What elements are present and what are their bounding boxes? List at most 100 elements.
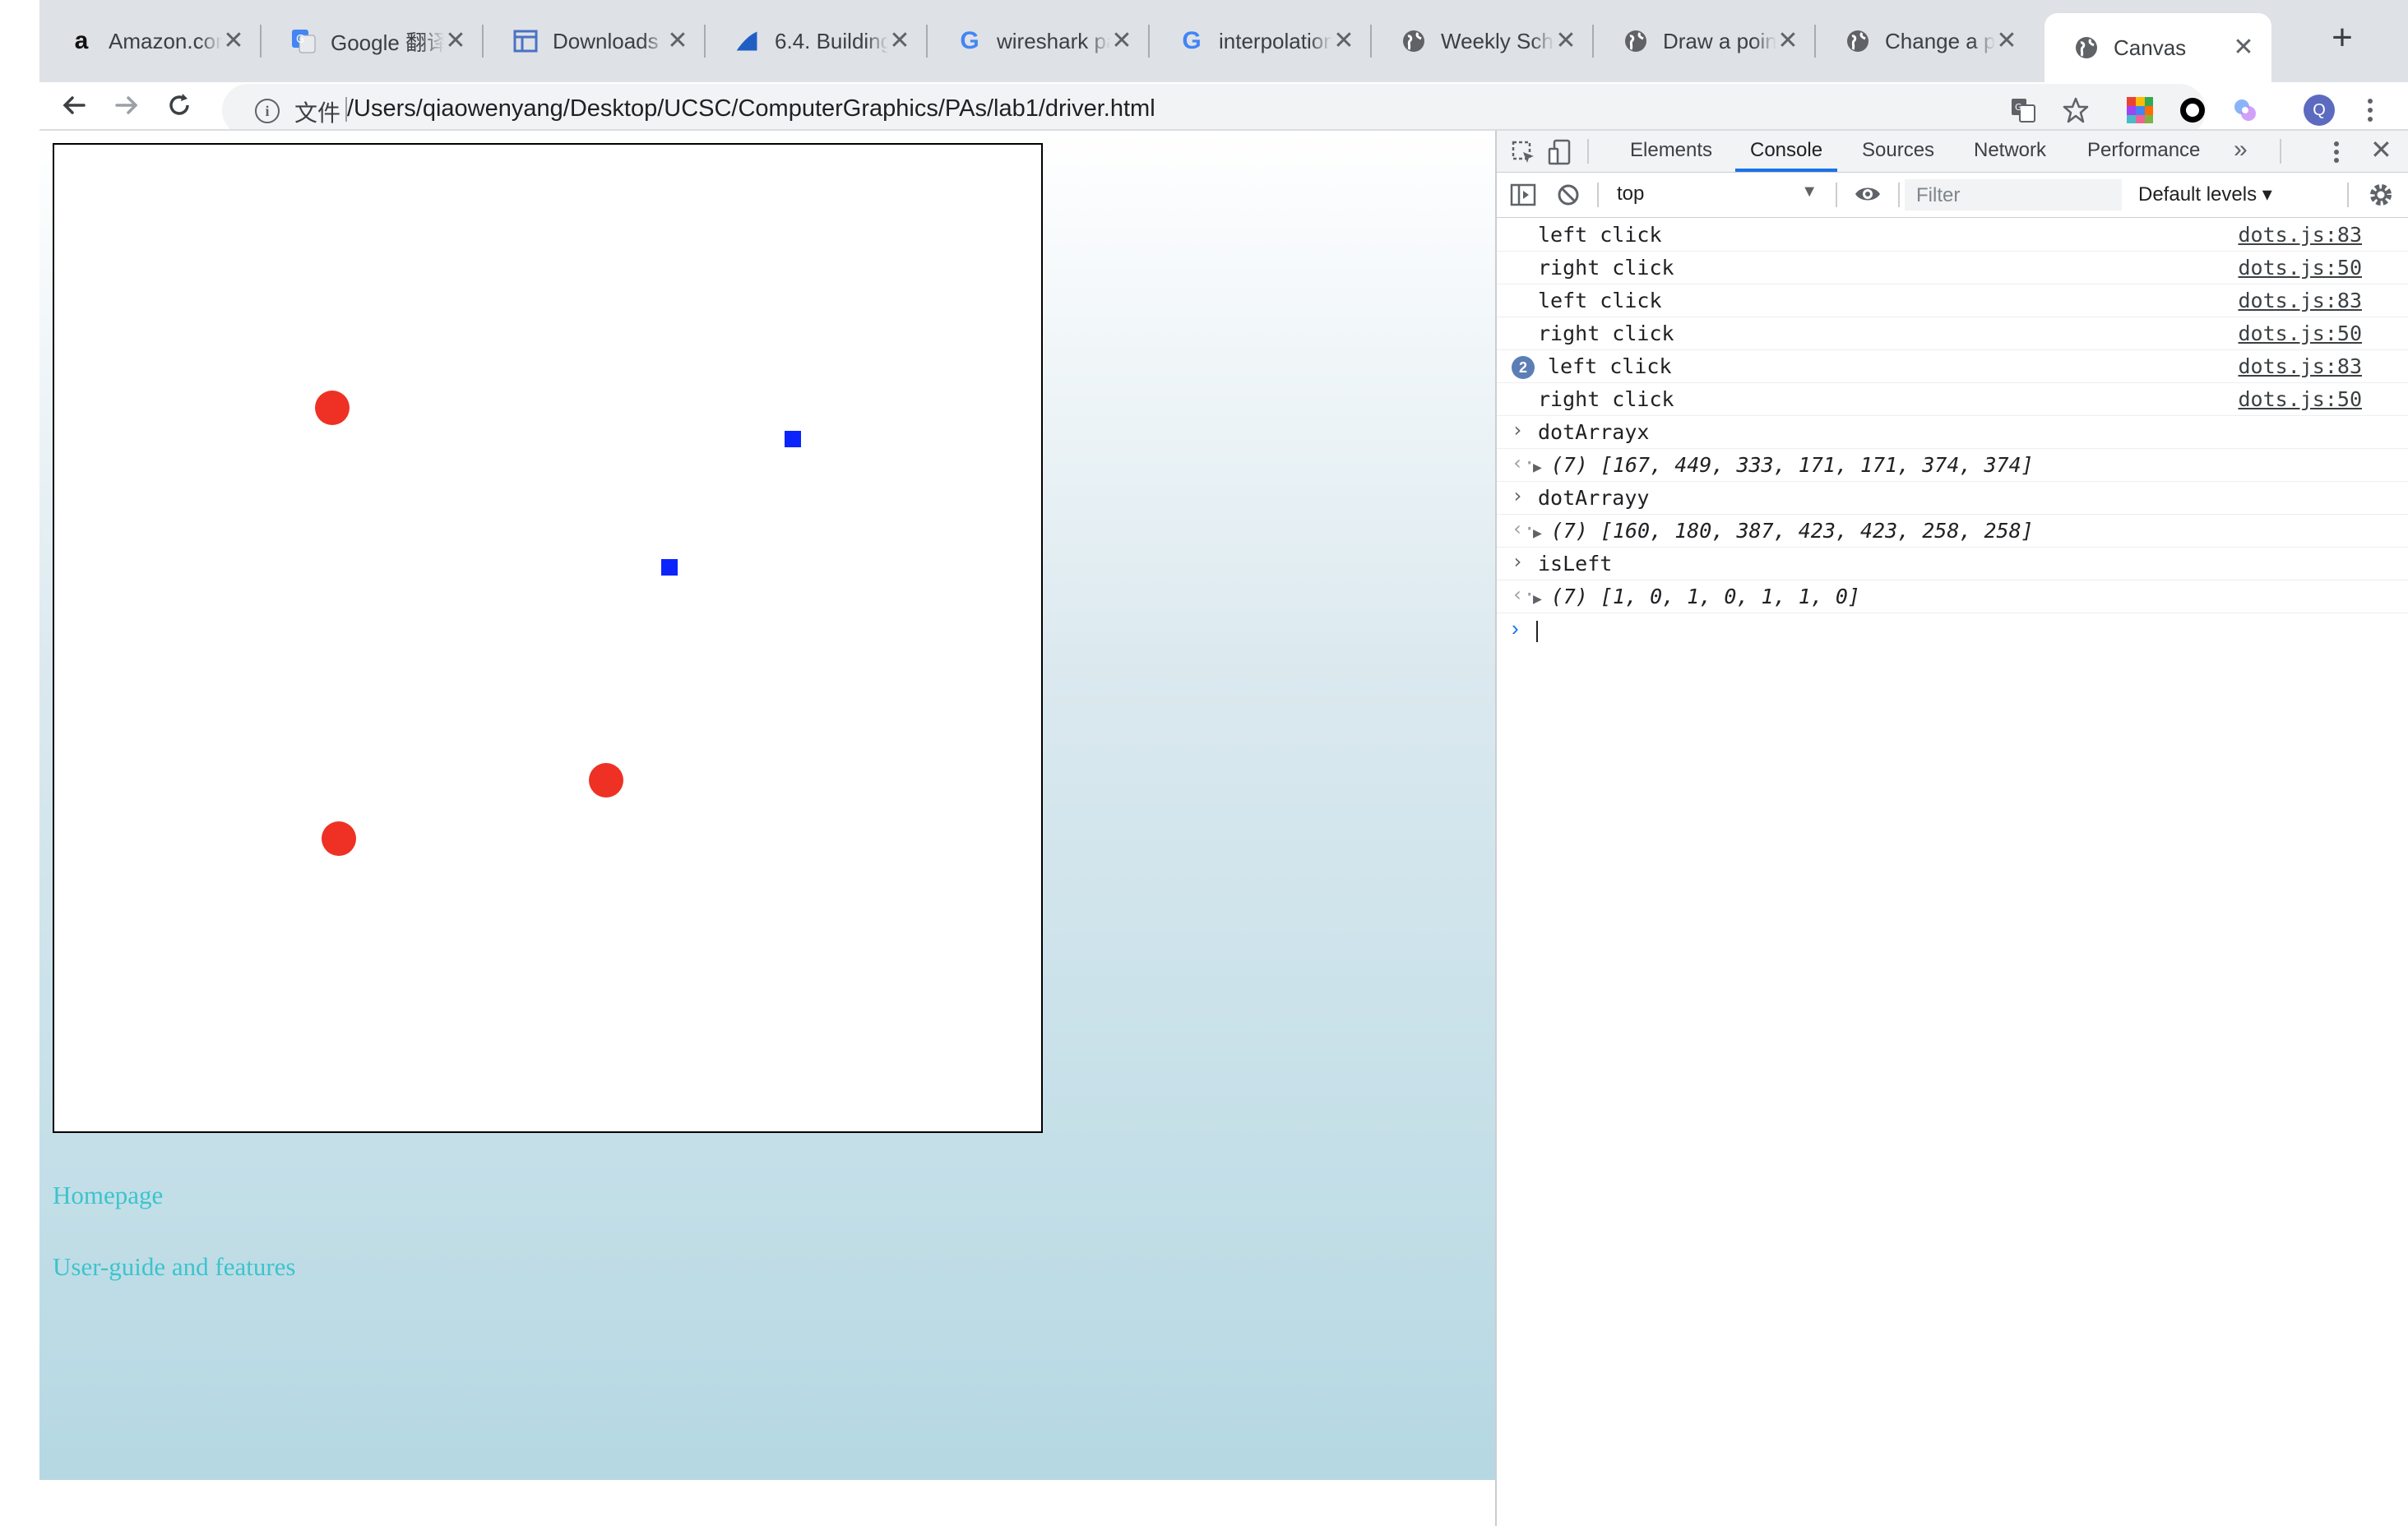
tab-elements[interactable]: Elements bbox=[1630, 139, 1713, 161]
tab-draw-a-point[interactable]: Draw a point ✕ bbox=[1594, 13, 1816, 69]
red-dot bbox=[589, 763, 623, 798]
log-source-link[interactable]: dots.js:50 bbox=[2238, 321, 2362, 345]
expand-triangle-icon[interactable]: ▶ bbox=[1533, 525, 1551, 542]
info-icon[interactable]: i bbox=[255, 99, 280, 123]
wireshark-fin-icon bbox=[735, 29, 760, 53]
close-icon[interactable]: ✕ bbox=[889, 27, 910, 54]
tab-performance[interactable]: Performance bbox=[2087, 139, 2201, 161]
tab-canvas[interactable]: Canvas ✕ bbox=[2044, 13, 2271, 82]
clear-console-icon[interactable] bbox=[1556, 183, 1581, 211]
console-result-row[interactable]: ‹· ▶ (7) [167, 449, 333, 171, 171, 374, … bbox=[1497, 448, 2408, 482]
close-icon[interactable]: ✕ bbox=[1333, 27, 1354, 54]
active-tab-indicator bbox=[1735, 169, 1837, 172]
reload-button[interactable] bbox=[163, 90, 196, 123]
result-arrow-icon: ‹· bbox=[1512, 451, 1535, 474]
close-icon[interactable]: ✕ bbox=[1111, 27, 1132, 54]
tab-title: Google 翻译 bbox=[331, 30, 444, 55]
expand-triangle-icon[interactable]: ▶ bbox=[1533, 459, 1551, 476]
close-devtools-icon[interactable]: ✕ bbox=[2370, 135, 2392, 164]
bookmark-star-icon[interactable] bbox=[2059, 94, 2092, 127]
eval-result[interactable]: ▶ (7) [167, 449, 333, 171, 171, 374, 374… bbox=[1533, 453, 2034, 477]
filter-input[interactable]: Filter bbox=[1905, 179, 2122, 210]
toolbar-border bbox=[39, 129, 2408, 131]
close-icon[interactable]: ✕ bbox=[1996, 27, 2017, 54]
new-tab-button[interactable]: + bbox=[2332, 17, 2353, 58]
sidebar-toggle-icon[interactable] bbox=[1510, 183, 1536, 211]
tab-title: Downloads - bbox=[553, 28, 666, 53]
eval-result[interactable]: ▶ (7) [160, 180, 387, 423, 423, 258, 258… bbox=[1533, 519, 2034, 543]
tab-console[interactable]: Console bbox=[1750, 139, 1823, 161]
console-settings-gear-icon[interactable] bbox=[2369, 183, 2393, 211]
translate-page-icon[interactable]: G bbox=[2007, 94, 2040, 127]
eval-result[interactable]: ▶ (7) [1, 0, 1, 0, 1, 1, 0] bbox=[1533, 585, 1860, 608]
tab-network[interactable]: Network bbox=[1974, 139, 2047, 161]
tab-wireshark-search[interactable]: G wireshark pa ✕ bbox=[928, 13, 1150, 69]
layout-icon bbox=[513, 29, 538, 53]
eval-input: dotArrayx bbox=[1538, 420, 1650, 444]
extension-ring-icon[interactable] bbox=[2176, 94, 2209, 127]
console-result-row[interactable]: ‹· ▶ (7) [160, 180, 387, 423, 423, 258, … bbox=[1497, 514, 2408, 548]
expand-triangle-icon[interactable]: ▶ bbox=[1533, 590, 1551, 608]
chevron-right-icon: › bbox=[1512, 484, 1524, 507]
forward-button[interactable] bbox=[110, 90, 143, 123]
log-source-link[interactable]: dots.js:83 bbox=[2238, 289, 2362, 312]
devtools-menu-icon[interactable] bbox=[2332, 141, 2341, 168]
tab-google-translate[interactable]: G Google 翻译 ✕ bbox=[262, 13, 484, 69]
tab-amazon[interactable]: a Amazon.com ✕ bbox=[39, 13, 262, 69]
tab-title: Canvas bbox=[2114, 35, 2187, 60]
kebab-menu-icon[interactable] bbox=[2354, 94, 2387, 127]
close-icon[interactable]: ✕ bbox=[445, 27, 466, 54]
close-icon[interactable]: ✕ bbox=[1555, 27, 1577, 54]
log-levels-dropdown[interactable]: Default levels ▾ bbox=[2138, 183, 2272, 206]
device-toolbar-icon[interactable] bbox=[1548, 139, 1572, 169]
live-expression-eye-icon[interactable] bbox=[1854, 184, 1882, 208]
tab-building[interactable]: 6.4. Building ✕ bbox=[706, 13, 928, 69]
close-icon[interactable]: ✕ bbox=[223, 27, 244, 54]
close-icon[interactable]: ✕ bbox=[667, 27, 688, 54]
tab-downloads[interactable]: Downloads - ✕ bbox=[484, 13, 706, 69]
context-selector[interactable]: top ▼ bbox=[1604, 178, 1827, 210]
red-dot bbox=[315, 391, 350, 425]
tab-separator bbox=[260, 25, 262, 58]
console-result-row[interactable]: ‹· ▶ (7) [1, 0, 1, 0, 1, 1, 0] bbox=[1497, 580, 2408, 613]
console-log-row: left click dots.js:83 bbox=[1497, 284, 2408, 317]
log-source-link[interactable]: dots.js:83 bbox=[2238, 223, 2362, 247]
tab-separator bbox=[1814, 25, 1816, 58]
drawing-canvas[interactable] bbox=[53, 143, 1043, 1133]
user-guide-link[interactable]: User-guide and features bbox=[53, 1252, 296, 1281]
globe-icon bbox=[2074, 35, 2099, 60]
extension-colorgrid-icon[interactable] bbox=[2123, 94, 2156, 127]
homepage-link[interactable]: Homepage bbox=[53, 1181, 164, 1209]
close-icon[interactable]: ✕ bbox=[2233, 34, 2254, 61]
log-source-link[interactable]: dots.js:83 bbox=[2238, 354, 2362, 378]
close-icon[interactable]: ✕ bbox=[1777, 27, 1799, 54]
eval-output: (7) [160, 180, 387, 423, 423, 258, 258] bbox=[1550, 519, 2034, 543]
back-button[interactable] bbox=[58, 90, 90, 123]
tab-sources[interactable]: Sources bbox=[1862, 139, 1935, 161]
profile-avatar[interactable]: Q bbox=[2303, 94, 2336, 127]
tab-separator bbox=[1592, 25, 1594, 58]
repeat-count-badge: 2 bbox=[1512, 356, 1535, 379]
tab-title: Amazon.com bbox=[109, 28, 222, 53]
translate-icon: G bbox=[291, 29, 316, 53]
tab-interpolation-search[interactable]: G interpolation ✕ bbox=[1150, 13, 1372, 69]
address-bar[interactable] bbox=[222, 84, 2206, 136]
result-arrow-icon: ‹· bbox=[1512, 517, 1535, 540]
inspect-element-icon[interactable] bbox=[1512, 141, 1536, 169]
tab-weekly-schedule[interactable]: Weekly Sche ✕ bbox=[1372, 13, 1594, 69]
extension-swirl-icon[interactable] bbox=[2229, 94, 2262, 127]
chevron-right-icon: › bbox=[1512, 418, 1524, 442]
eval-output: (7) [1, 0, 1, 0, 1, 1, 0] bbox=[1550, 585, 1860, 608]
tab-title: wireshark pa bbox=[997, 28, 1110, 53]
more-tabs-icon[interactable]: » bbox=[2234, 136, 2248, 163]
console-prompt[interactable]: › bbox=[1497, 614, 2408, 647]
url-text[interactable]: /Users/qiaowenyang/Desktop/UCSC/Computer… bbox=[347, 95, 1155, 122]
page-viewport: Homepage User-guide and features bbox=[39, 131, 1495, 1480]
svg-text:G: G bbox=[2015, 102, 2022, 113]
eval-input: dotArrayy bbox=[1538, 486, 1650, 510]
log-source-link[interactable]: dots.js:50 bbox=[2238, 387, 2362, 411]
console-input-row: › dotArrayx bbox=[1497, 415, 2408, 449]
tab-title: Draw a point bbox=[1663, 28, 1776, 53]
log-source-link[interactable]: dots.js:50 bbox=[2238, 256, 2362, 280]
tab-change-a-point[interactable]: Change a po ✕ bbox=[1816, 13, 2035, 69]
